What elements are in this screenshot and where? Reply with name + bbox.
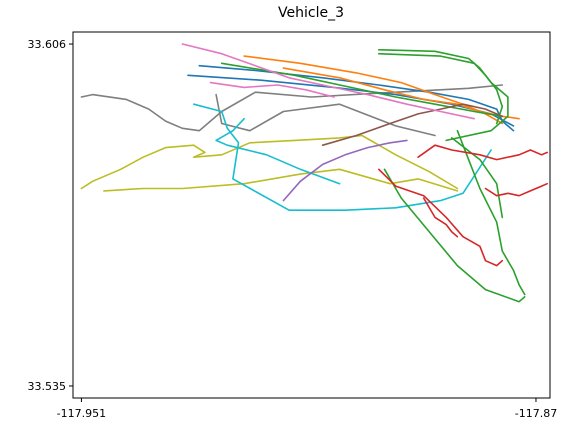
trajectory-line-4	[103, 168, 459, 192]
tick-layer: -117.951 -117.87 33.606 33.535	[28, 38, 558, 420]
trajectory-line-6	[215, 117, 341, 185]
x-tick-label-2: -117.87	[515, 407, 557, 420]
y-tick-label-2: 33.535	[28, 380, 67, 393]
trajectory-line-5	[192, 103, 492, 211]
trajectory-line-16	[451, 137, 504, 219]
trajectory-line-17	[378, 168, 504, 267]
series-layer	[80, 43, 548, 303]
plot-frame	[72, 31, 551, 399]
trajectory-line-2	[215, 93, 436, 137]
y-tick-label-1: 33.606	[28, 38, 67, 51]
trajectory-line-15	[456, 129, 526, 296]
trajectory-line-23	[181, 43, 475, 120]
trajectory-line-20	[484, 182, 548, 197]
chart-title: Vehicle_3	[278, 5, 344, 21]
trajectory-line-18	[417, 144, 548, 161]
trajectory-line-12	[378, 52, 504, 125]
trajectory-line-19	[422, 197, 459, 238]
trajectory-line-13	[220, 62, 504, 118]
x-tick-label-1: -117.951	[57, 407, 106, 420]
trajectory-line-21	[282, 139, 408, 202]
trajectory-line-24	[209, 81, 335, 98]
trajectory-line-22	[321, 103, 504, 146]
trajectory-line-14	[383, 168, 526, 303]
